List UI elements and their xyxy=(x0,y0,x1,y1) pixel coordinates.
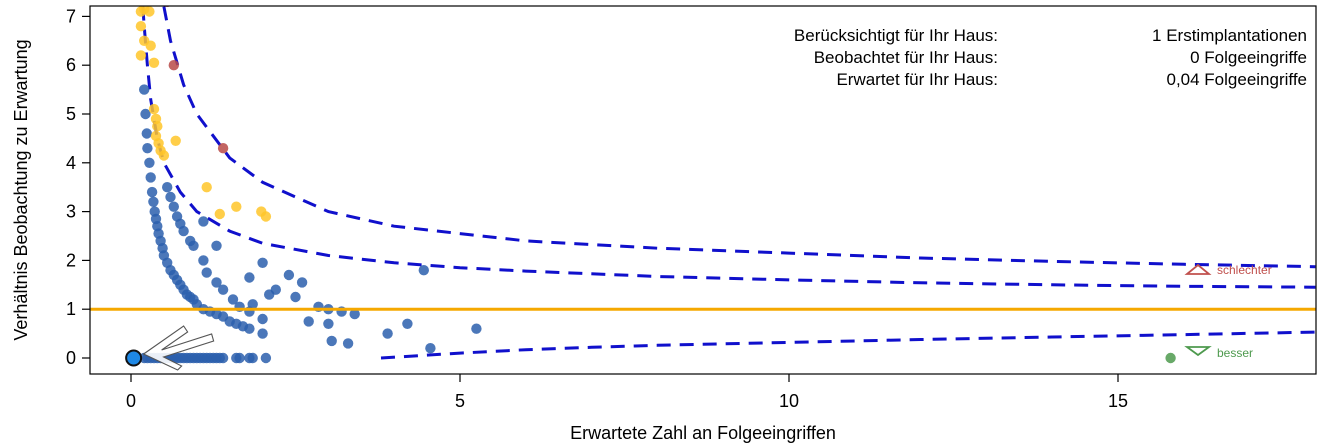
point-yellow xyxy=(152,121,163,132)
arrow-icon xyxy=(142,325,215,371)
point-yellow xyxy=(201,182,212,193)
highlight-point xyxy=(125,349,143,367)
point-blue xyxy=(234,352,245,364)
point-yellow xyxy=(158,150,170,161)
point-blue xyxy=(148,196,159,207)
triangle-up-icon xyxy=(1184,263,1212,275)
point-blue xyxy=(168,201,179,212)
x-axis-label: Erwartete Zahl an Folgeeingriffen xyxy=(570,423,836,443)
point-red xyxy=(168,59,179,71)
point-blue xyxy=(178,225,189,237)
point-blue xyxy=(142,143,153,154)
point-blue xyxy=(201,267,212,278)
point-yellow xyxy=(144,6,155,17)
info-label-observed: Beobachtet für Ihr Haus: xyxy=(814,48,998,67)
point-blue xyxy=(217,284,229,295)
point-blue xyxy=(290,291,301,303)
point-blue xyxy=(244,272,255,283)
point-blue xyxy=(418,265,429,276)
point-blue xyxy=(283,269,295,281)
y-tick-label: 0 xyxy=(66,348,76,368)
point-blue xyxy=(425,343,436,354)
triangle-down-icon xyxy=(1184,346,1212,357)
point-blue xyxy=(188,240,199,251)
info-value-observed: 0 Folgeeingriffe xyxy=(1190,48,1307,67)
point-yellow xyxy=(260,211,272,222)
y-tick-label: 6 xyxy=(66,55,76,75)
x-tick-label: 15 xyxy=(1108,391,1128,411)
point-blue xyxy=(247,299,258,310)
point-blue xyxy=(323,318,334,329)
point-blue xyxy=(146,186,158,198)
point-blue xyxy=(471,323,482,334)
point-blue xyxy=(326,335,337,347)
point-blue xyxy=(227,294,239,305)
point-blue xyxy=(139,84,150,95)
y-tick-label: 7 xyxy=(66,6,76,26)
info-label-expected: Erwartet für Ihr Haus: xyxy=(836,70,998,89)
point-blue xyxy=(270,284,281,295)
point-blue xyxy=(382,328,393,339)
point-blue xyxy=(211,240,222,251)
legend-better-label: besser xyxy=(1217,346,1253,360)
point-blue xyxy=(342,338,354,349)
point-blue xyxy=(402,318,413,329)
y-axis-label: Verhältnis Beobachtung zu Erwartung xyxy=(11,39,31,340)
point-blue xyxy=(349,308,360,320)
point-blue xyxy=(144,157,155,168)
point-yellow xyxy=(214,208,225,220)
legend-worse-label: schlechter xyxy=(1217,263,1272,277)
point-blue xyxy=(162,182,173,193)
x-tick-label: 0 xyxy=(126,391,136,411)
point-blue xyxy=(244,323,255,334)
point-blue xyxy=(257,328,268,339)
point-yellow xyxy=(135,21,147,32)
point-blue xyxy=(296,277,308,288)
point-blue xyxy=(260,352,272,364)
info-value-considered: 1 Erstimplantationen xyxy=(1152,26,1307,45)
point-blue xyxy=(211,277,222,288)
plot-frame xyxy=(89,5,1317,375)
point-blue xyxy=(303,316,314,327)
point-green xyxy=(1165,352,1176,364)
y-tick-label: 5 xyxy=(66,104,76,124)
point-blue xyxy=(140,108,151,120)
point-blue xyxy=(247,352,258,364)
y-tick-label: 3 xyxy=(66,202,76,222)
dashed-curve-upper_inner xyxy=(141,6,1316,289)
point-blue xyxy=(198,216,209,227)
y-tick-label: 2 xyxy=(66,250,76,270)
legend-better: besser xyxy=(1184,346,1253,360)
point-yellow xyxy=(145,40,156,51)
y-tick-label: 1 xyxy=(66,299,76,319)
point-yellow xyxy=(231,201,242,212)
point-blue xyxy=(198,255,209,266)
point-yellow xyxy=(135,50,147,61)
point-blue xyxy=(145,172,156,183)
point-blue xyxy=(257,257,268,268)
point-yellow xyxy=(148,103,160,115)
point-blue xyxy=(217,352,229,364)
point-blue xyxy=(165,191,176,203)
info-label-considered: Berücksichtigt für Ihr Haus: xyxy=(794,26,998,45)
legend-worse: schlechter xyxy=(1184,263,1272,277)
point-yellow xyxy=(148,57,160,68)
point-red xyxy=(217,143,229,154)
y-tick-label: 4 xyxy=(66,153,76,173)
info-box: Berücksichtigt für Ihr Haus: 1 Erstimpla… xyxy=(794,26,1307,89)
dashed-curve-upper_outer xyxy=(162,6,1316,269)
point-blue xyxy=(257,313,268,325)
dashed-curve-lower xyxy=(380,330,1316,360)
point-blue xyxy=(141,128,152,139)
x-tick-label: 5 xyxy=(455,391,465,411)
point-yellow xyxy=(170,135,181,146)
info-value-expected: 0,04 Folgeeingriffe xyxy=(1166,70,1307,89)
x-tick-label: 10 xyxy=(779,391,799,411)
